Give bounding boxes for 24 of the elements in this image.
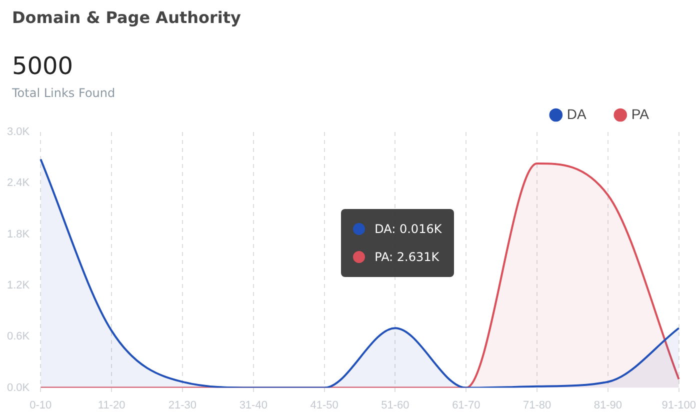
y-tick-label: 2.4K — [6, 177, 30, 190]
legend-label: DA — [566, 106, 588, 122]
x-tick-label: 41-50 — [310, 399, 338, 412]
x-tick-label: 0-10 — [30, 399, 52, 412]
chart-subtitle: 5000 — [12, 52, 74, 80]
y-tick-label: 0.0K — [6, 382, 30, 394]
legend-label: PA — [631, 106, 650, 122]
annotation: DA: 0.016K — [374, 222, 442, 236]
x-tick-label: 51-60 — [381, 399, 410, 412]
x-tick-label: 11-20 — [98, 399, 126, 412]
annotation: PA: 2.631K — [374, 250, 440, 264]
x-tick-label: 31-40 — [239, 399, 268, 412]
x-tick-label: 81-90 — [594, 399, 622, 412]
y-tick-label: 1.8K — [6, 228, 30, 240]
x-tick-label: 21-30 — [168, 399, 197, 412]
y-tick-label: 0.6K — [6, 330, 30, 343]
y-tick-label: 3.0K — [6, 126, 30, 138]
text: Total Links Found — [12, 86, 116, 100]
chart-title: Domain & Page Authority — [12, 8, 241, 27]
x-tick-label: 71-80 — [522, 399, 552, 412]
y-tick-label: 1.2K — [6, 280, 30, 292]
tooltip: DA: 0.016K PA: 2.631K — [340, 208, 454, 277]
x-tick-label: 91-100 — [662, 399, 696, 412]
x-tick-label: 61-70 — [452, 399, 480, 412]
